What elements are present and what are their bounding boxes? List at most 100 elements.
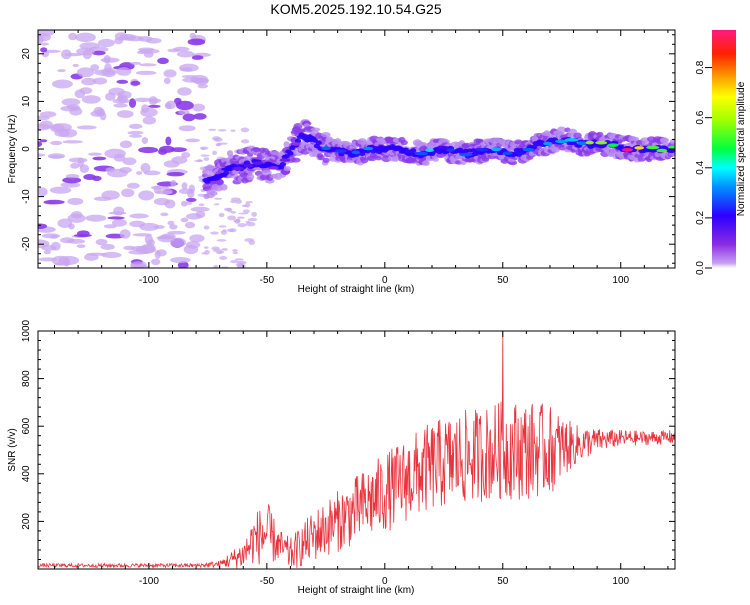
spectrogram-ridge-peak bbox=[304, 138, 317, 142]
spectrogram-noise-blob bbox=[165, 136, 172, 146]
spectrogram-ridge-halo bbox=[417, 141, 428, 147]
spectrogram-noise-blob bbox=[129, 213, 149, 219]
spectrogram-ridge-peak bbox=[634, 146, 645, 150]
spectrogram-noise-blob bbox=[193, 113, 207, 120]
spectrogram-noise-blob bbox=[60, 237, 75, 244]
spectrogram-noise-blob bbox=[50, 140, 63, 146]
spectrogram-noise-blob bbox=[43, 250, 51, 255]
spectrogram-ridge-halo bbox=[375, 156, 382, 161]
spectrogram-noise-blob bbox=[85, 214, 107, 222]
spectrogram-x-tick-label: 0 bbox=[382, 275, 388, 286]
spectrogram-noise-blob bbox=[115, 67, 132, 76]
spectrogram-ridge-halo bbox=[400, 140, 408, 146]
spectrogram-x-tick-label: 50 bbox=[497, 275, 509, 286]
snr-panel: -100 -50 0 50 100 200 400 600 800 1000 Height of… bbox=[7, 319, 676, 596]
spectrogram-noise-blob bbox=[166, 172, 185, 177]
spectrogram-noise-blob bbox=[39, 111, 57, 118]
spectrogram-noise-blob bbox=[141, 137, 149, 145]
colorbar-label: Normalized spectral amplitude bbox=[736, 81, 747, 216]
spectrogram-ridge-core bbox=[315, 140, 322, 146]
spectrogram-noise-blob bbox=[232, 249, 238, 252]
spectrogram-ridge-halo bbox=[283, 141, 290, 148]
spectrogram-ridge-peak bbox=[269, 166, 279, 170]
spectrogram-x-tick-label: 100 bbox=[612, 275, 629, 286]
spectrogram-ridge-halo bbox=[310, 127, 321, 132]
spectrogram-y-tick-label: 0 bbox=[21, 146, 32, 152]
spectrogram-noise-blob bbox=[226, 207, 233, 213]
spectrogram-ridge-peak bbox=[668, 145, 675, 150]
spectrogram-noise-blob bbox=[43, 199, 65, 205]
spectrogram-noise-blob bbox=[212, 150, 218, 156]
spectrogram-noise-blob bbox=[251, 211, 257, 217]
spectrogram-noise-blob bbox=[70, 162, 80, 169]
spectrogram-ridge-peak bbox=[351, 150, 361, 155]
spectrogram-noise-blob bbox=[185, 201, 193, 205]
spectrogram-noise-blob bbox=[38, 32, 51, 42]
spectrogram-noise-blob bbox=[103, 224, 117, 229]
spectrogram-noise-blob bbox=[185, 213, 202, 220]
spectrogram-noise-blob bbox=[62, 140, 83, 144]
spectrogram-noise-blob bbox=[39, 139, 48, 143]
spectrogram-ridge-halo bbox=[551, 147, 560, 153]
spectrogram-noise-blob bbox=[76, 244, 86, 248]
spectrogram-noise-blob bbox=[100, 243, 115, 250]
spectrogram-ridge-peak bbox=[607, 143, 619, 147]
spectrogram-noise-blob bbox=[38, 223, 48, 229]
spectrogram-noise-blob bbox=[191, 55, 204, 60]
spectrogram-noise-blob bbox=[113, 206, 125, 216]
snr-x-label: Height of straight line (km) bbox=[298, 585, 415, 596]
spectrogram-ridge-halo bbox=[216, 179, 224, 186]
spectrogram-noise-blob bbox=[185, 221, 196, 229]
spectrogram-noise-blob bbox=[38, 153, 46, 157]
spectrogram-noise-blob bbox=[203, 246, 209, 249]
spectrogram-ridge-peak bbox=[595, 140, 608, 145]
spectrogram-ridge-halo bbox=[226, 150, 234, 157]
spectrogram-ridge-halo bbox=[316, 152, 324, 159]
spectrogram-y-tick-label: -10 bbox=[21, 189, 32, 204]
spectrogram-noise-blob bbox=[38, 141, 43, 147]
spectrogram-noise-blob bbox=[122, 157, 137, 166]
spectrogram-noise-blob bbox=[129, 134, 143, 138]
spectrogram-noise-blob bbox=[227, 215, 237, 221]
snr-x-tick-label: 50 bbox=[497, 576, 509, 587]
spectrogram-ridge-halo bbox=[596, 131, 604, 138]
spectrogram-noise-blob bbox=[128, 249, 149, 255]
spectrogram-noise-blob bbox=[180, 217, 189, 223]
colorbar-gradient bbox=[712, 30, 736, 268]
spectrogram-ridge-halo bbox=[252, 147, 262, 153]
spectrogram-ridge-peak bbox=[253, 161, 264, 165]
spectrogram-noise-blob bbox=[226, 228, 235, 232]
spectrogram-ridge-halo bbox=[432, 157, 439, 162]
snr-y-axis: 200 400 600 800 1000 bbox=[21, 319, 675, 560]
spectrogram-noise-blob bbox=[191, 103, 206, 112]
snr-x-tick-label: -50 bbox=[260, 576, 275, 587]
spectrogram-noise-blob bbox=[51, 255, 70, 266]
spectrogram-noise-blob bbox=[79, 87, 93, 95]
spectrogram-noise-blob bbox=[129, 220, 146, 228]
spectrogram-noise-blob bbox=[38, 187, 48, 197]
snr-series-line bbox=[38, 331, 675, 569]
spectrogram-noise-blob bbox=[153, 185, 162, 194]
spectrogram-noise-blob bbox=[69, 107, 83, 116]
spectrogram-ridge-core bbox=[617, 144, 624, 149]
spectrogram-noise-blob bbox=[67, 197, 84, 206]
spectrogram-noise-blob bbox=[181, 182, 188, 190]
spectrogram-noise-blob bbox=[150, 258, 161, 266]
spectrogram-noise-blob bbox=[217, 129, 227, 132]
figure-title: KOM5.2025.192.10.54.G25 bbox=[270, 1, 441, 17]
snr-data bbox=[38, 331, 675, 569]
spectrogram-noise-blob bbox=[148, 96, 158, 106]
spectrogram-noise-blob bbox=[95, 238, 108, 246]
spectrogram-noise-blob bbox=[235, 199, 243, 204]
spectrogram-noise-blob bbox=[76, 125, 97, 130]
spectrogram-noise-blob bbox=[137, 36, 153, 42]
spectrogram-noise-blob bbox=[221, 248, 228, 251]
spectrogram-noise-blob bbox=[178, 109, 190, 115]
spectrogram-noise-blob bbox=[119, 166, 132, 174]
spectrogram-ridge-halo bbox=[568, 128, 577, 135]
spectrogram-ridge-peak bbox=[290, 142, 301, 146]
spectrogram-noise-blob bbox=[68, 32, 78, 41]
spectrogram-noise-blob bbox=[77, 157, 85, 168]
colorbar-axis: 0.0 0.2 0.4 0.6 0.8 bbox=[695, 60, 712, 275]
spectrogram-ridge-peak bbox=[513, 150, 524, 155]
